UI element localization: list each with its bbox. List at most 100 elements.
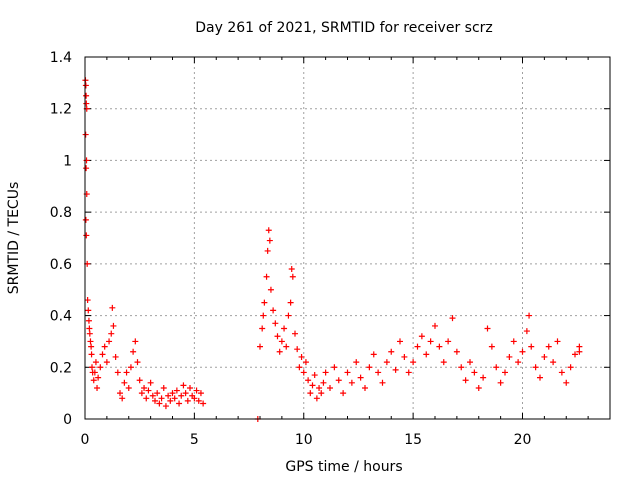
data-point <box>125 384 132 391</box>
y-tick-label: 1.4 <box>50 50 72 66</box>
data-point <box>99 351 106 358</box>
data-point <box>366 364 373 371</box>
data-point <box>289 273 296 280</box>
data-point <box>432 322 438 329</box>
data-point <box>541 353 548 360</box>
data-point <box>87 338 94 345</box>
data-point <box>296 364 303 371</box>
data-point <box>110 322 117 329</box>
data-point <box>267 286 274 293</box>
data-point <box>145 387 152 394</box>
data-point <box>567 364 574 371</box>
data-point <box>119 395 126 402</box>
data-point <box>82 82 89 89</box>
data-point <box>187 384 193 391</box>
data-point <box>265 227 272 234</box>
data-point <box>180 382 187 389</box>
data-points <box>82 77 583 422</box>
data-point <box>260 312 267 319</box>
data-point <box>327 384 333 391</box>
y-tick-label: 0.4 <box>50 309 72 325</box>
grid <box>85 57 610 419</box>
y-axis-title: SRMTID / TECUs <box>6 182 22 295</box>
x-tick-label: 20 <box>514 432 532 448</box>
data-point <box>288 266 295 273</box>
data-point <box>480 374 487 381</box>
data-point <box>103 359 110 366</box>
x-tick-label: 10 <box>295 432 313 448</box>
data-point <box>528 343 535 350</box>
data-point <box>318 390 325 397</box>
data-point <box>410 359 417 366</box>
data-point <box>92 359 99 366</box>
data-point <box>257 343 263 350</box>
data-point <box>515 359 522 366</box>
data-point <box>89 364 95 371</box>
data-point <box>423 351 430 358</box>
data-point <box>311 372 318 379</box>
y-tick-label: 1.2 <box>50 102 72 118</box>
data-point <box>510 338 517 345</box>
data-point <box>335 377 342 384</box>
x-tick-label: 5 <box>190 432 199 448</box>
data-point <box>270 307 277 314</box>
data-point <box>506 353 513 360</box>
data-point <box>353 359 360 366</box>
data-point <box>184 397 191 404</box>
data-point <box>182 390 189 397</box>
data-point <box>537 374 543 381</box>
data-point <box>84 297 91 304</box>
data-point <box>85 317 92 324</box>
data-point <box>307 390 314 397</box>
data-point <box>414 343 421 350</box>
data-point <box>436 343 443 350</box>
data-point <box>90 377 97 384</box>
tick-labels: 0 5 10 15 20 0 0.2 0.4 0.6 0.8 1 1.2 1.4 <box>50 50 532 448</box>
data-point <box>563 379 570 386</box>
data-point <box>471 369 478 376</box>
data-point <box>176 400 183 407</box>
data-point <box>375 369 382 376</box>
data-point <box>285 312 292 319</box>
data-point <box>467 359 473 366</box>
data-point <box>322 369 329 376</box>
data-point <box>379 379 386 386</box>
chart-title: Day 261 of 2021, SRMTID for receiver scr… <box>195 20 493 36</box>
data-point <box>82 216 89 223</box>
data-point <box>298 353 305 360</box>
data-point <box>147 379 154 386</box>
data-point <box>453 348 460 355</box>
data-point <box>109 304 116 311</box>
data-point <box>83 100 90 107</box>
data-point <box>348 379 355 386</box>
data-point <box>287 299 294 306</box>
data-point <box>86 325 93 332</box>
data-point <box>383 359 390 366</box>
data-point <box>154 390 161 397</box>
y-tick-label: 0.6 <box>50 257 72 273</box>
data-point <box>526 312 533 319</box>
data-point <box>156 400 163 407</box>
data-point <box>497 379 504 386</box>
data-point <box>117 390 123 397</box>
data-point <box>445 338 452 345</box>
data-point <box>550 359 557 366</box>
data-point <box>261 299 268 306</box>
data-point <box>121 379 128 386</box>
data-point <box>458 364 465 371</box>
x-axis-title: GPS time / hours <box>285 459 402 475</box>
data-point <box>169 390 176 397</box>
data-point <box>278 338 285 345</box>
data-point <box>313 395 320 402</box>
data-point <box>572 351 578 358</box>
data-point <box>392 366 399 373</box>
y-tick-label: 0.8 <box>50 205 72 221</box>
data-point <box>97 364 104 371</box>
data-point <box>344 369 351 376</box>
data-point <box>502 369 508 376</box>
data-point <box>106 338 113 345</box>
data-point <box>127 364 134 371</box>
data-point <box>195 397 202 404</box>
data-point <box>272 320 279 327</box>
data-point <box>171 395 178 402</box>
